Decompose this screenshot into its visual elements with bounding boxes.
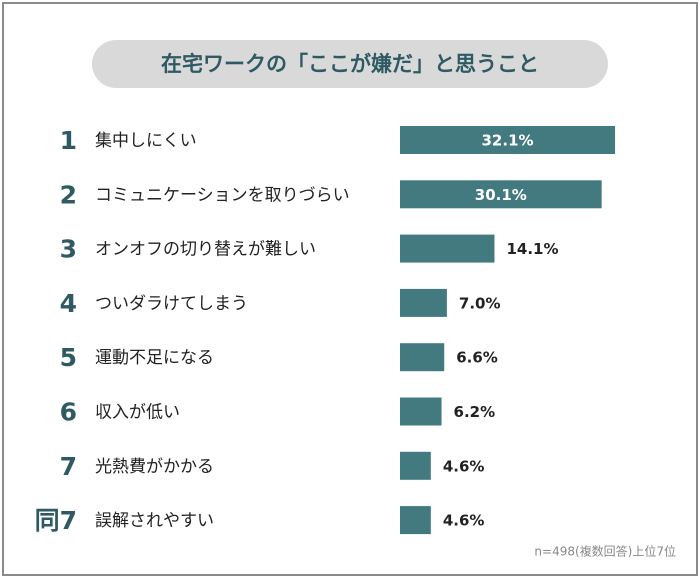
bar <box>400 451 431 480</box>
bar <box>400 288 447 317</box>
category-label: 収入が低い <box>95 403 180 423</box>
bar <box>400 180 602 209</box>
bar <box>400 126 616 154</box>
bar <box>400 506 431 535</box>
value-label: 14.1% <box>506 240 558 258</box>
category-label: 運動不足になる <box>95 348 214 368</box>
value-label: 6.6% <box>456 349 498 367</box>
value-label: 6.2% <box>454 403 496 421</box>
category-label: 誤解されやすい <box>95 511 214 531</box>
rank: 5 <box>60 343 77 372</box>
bar <box>400 234 495 263</box>
value-label: 30.1% <box>475 186 527 204</box>
value-label: 4.6% <box>443 512 485 530</box>
bar <box>400 343 445 372</box>
category-label: ついダラけてしまう <box>95 294 248 314</box>
value-label: 32.1% <box>482 132 534 150</box>
note: n=498(複数回答)上位7位 <box>534 544 676 559</box>
category-label: 光熱費がかかる <box>95 457 214 477</box>
category-label: オンオフの切り替えが難しい <box>95 240 316 260</box>
value-label: 7.0% <box>459 294 501 312</box>
title-pill <box>92 40 608 88</box>
rank: 1 <box>60 126 77 155</box>
category-label: コミュニケーションを取りづらい <box>95 185 350 205</box>
category-label: 集中しにくい <box>95 131 197 151</box>
rank: 3 <box>60 235 77 264</box>
chart-title: 在宅ワークの「ここが嫌だ」と思うこと <box>161 52 539 76</box>
rank: 2 <box>60 180 77 209</box>
rank: 同7 <box>35 506 77 535</box>
value-label: 4.6% <box>443 457 485 475</box>
bar <box>400 397 442 426</box>
rank: 6 <box>60 398 77 427</box>
rank: 7 <box>60 452 77 481</box>
rank: 4 <box>60 289 77 318</box>
